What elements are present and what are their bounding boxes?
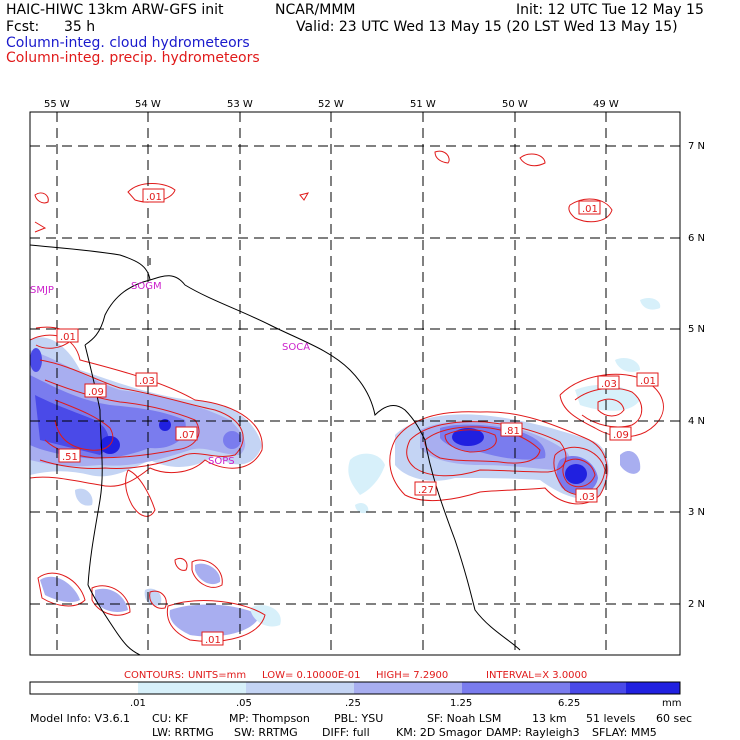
contour-label: .03	[579, 492, 595, 503]
contours-high: HIGH= 7.2900	[376, 670, 449, 681]
colorbar-tick: .05	[236, 698, 252, 709]
model-info-sflay: SFLAY: MM5	[592, 726, 657, 739]
lat-label-3n: 3 N	[688, 507, 706, 518]
cloud-shading-south	[40, 488, 281, 637]
graticule	[30, 112, 680, 655]
model-info-sw: SW: RRTMG	[234, 726, 298, 739]
lon-label-52w: 52 W	[318, 99, 344, 110]
model-info-dt: 60 sec	[656, 712, 693, 725]
coastline	[30, 244, 521, 655]
contour-label: .51	[62, 452, 78, 463]
model-info-sf: SF: Noah LSM	[427, 712, 502, 725]
model-info-damp: DAMP: Rayleigh3	[486, 726, 580, 739]
model-info-diff: DIFF: full	[322, 726, 370, 739]
contour-label: .81	[504, 426, 520, 437]
lon-label-51w: 51 W	[410, 99, 436, 110]
contours-label: CONTOURS:	[124, 670, 185, 681]
lon-label-54w: 54 W	[135, 99, 161, 110]
model-title: HAIC-HIWC 13km ARW-GFS init	[6, 2, 224, 18]
init-time: Init: 12 UTC Tue 12 May 15	[516, 2, 704, 18]
contour-label: .03	[601, 379, 617, 390]
forecast-label: Fcst:	[6, 19, 40, 35]
forecast-hour: 35 h	[64, 19, 96, 35]
contour-label: .03	[139, 376, 155, 387]
model-info-res: 13 km	[532, 712, 567, 725]
station-soca: SOCA	[282, 342, 311, 353]
contour-label: .27	[418, 485, 434, 496]
contour-label: .01	[582, 204, 598, 215]
contour-label: .09	[88, 387, 104, 398]
contour-label: .09	[613, 430, 629, 441]
contour-label: .01	[60, 332, 76, 343]
lon-label-55w: 55 W	[44, 99, 70, 110]
contours-interval: INTERVAL=X 3.0000	[486, 670, 588, 681]
lon-label-50w: 50 W	[502, 99, 528, 110]
lon-label-49w: 49 W	[593, 99, 619, 110]
colorbar-tick: 1.25	[450, 698, 473, 709]
colorbar-tick: .25	[345, 698, 361, 709]
contour-label: .01	[640, 376, 656, 387]
lat-label-6n: 6 N	[688, 233, 706, 244]
model-info-version: Model Info: V3.6.1	[30, 712, 131, 725]
contour-label: .01	[146, 192, 162, 203]
lat-label-7n: 7 N	[688, 141, 706, 152]
contours-low: LOW= 0.10000E-01	[262, 670, 361, 681]
lat-label-5n: 5 N	[688, 324, 706, 335]
org-label: NCAR/MMM	[275, 2, 356, 18]
model-info-mp: MP: Thompson	[229, 712, 310, 725]
lat-label-4n: 4 N	[688, 416, 706, 427]
map-frame	[29, 111, 681, 656]
contour-label: .07	[179, 430, 195, 441]
precip-field-label: Column-integ. precip. hydrometeors	[6, 50, 260, 66]
colorbar-tick: 6.25	[558, 698, 581, 709]
cloud-field-label: Column-integ. cloud hydrometeors	[6, 35, 250, 51]
contour-label: .01	[205, 635, 221, 646]
colorbar-tick: .01	[130, 698, 146, 709]
lon-label-53w: 53 W	[227, 99, 253, 110]
station-smjp: SMJP	[30, 285, 54, 296]
contour-label-boxes	[56, 188, 659, 646]
model-info-cu: CU: KF	[152, 712, 189, 725]
lat-label-2n: 2 N	[688, 599, 706, 610]
colorbar-unit: mm	[662, 698, 682, 709]
valid-time: Valid: 23 UTC Wed 13 May 15 (20 LST Wed …	[296, 19, 678, 35]
model-info-km: KM: 2D Smagor	[396, 726, 482, 739]
station-sops: SOPS	[208, 456, 235, 467]
model-info-pbl: PBL: YSU	[334, 712, 384, 725]
model-info-levels: 51 levels	[586, 712, 636, 725]
contours-units: UNITS=mm	[188, 670, 247, 681]
station-sogm: SOGM	[131, 281, 162, 292]
model-info-lw: LW: RRTMG	[152, 726, 214, 739]
map-ticks	[56, 112, 680, 605]
